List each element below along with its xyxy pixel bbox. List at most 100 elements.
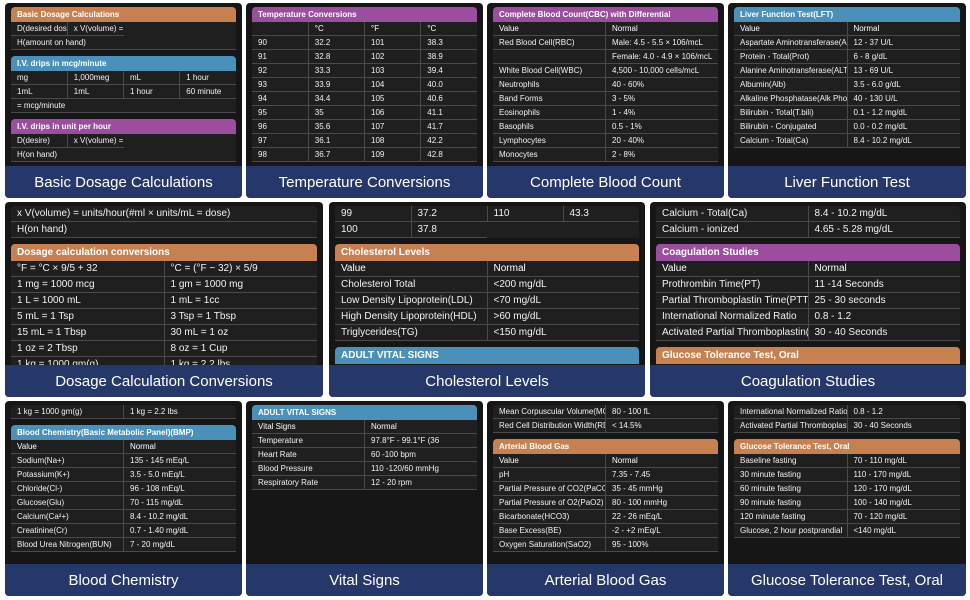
table-cell: Glucose(Glu) (11, 495, 124, 510)
table-row: 92 33.3 103 39.4 (252, 63, 477, 78)
table-cell: 38.3 (420, 35, 477, 50)
table-cell: 1 kg = 1000 gm(g) (11, 356, 165, 365)
table-row: Base Excess(BE) -2 - +2 mEq/L (493, 523, 718, 538)
table-cell: 70 - 120 mg/dL (847, 509, 960, 524)
panel-title: Coagulation Studies (656, 244, 960, 261)
table-row: Value Normal (656, 261, 960, 277)
table-cell: Value (335, 261, 488, 277)
table-cell: Normal (847, 22, 960, 36)
table-cell: 33.3 (308, 63, 366, 78)
table-row: H(on hand) (11, 147, 236, 162)
table-cell: 20 - 40% (605, 133, 718, 148)
table-cell: 109 (364, 147, 422, 162)
panel: Calcium - Total(Ca) 8.4 - 10.2 mg/dL Calci… (656, 206, 960, 238)
tile-content: Temperature Conversions °C °F °C 90 32.2 101 38… (246, 3, 483, 166)
table-cell: 80 - 100 fL (605, 405, 718, 419)
table-cell: <70 mg/dL (487, 292, 639, 309)
table-cell: Creatinine(Cr) (11, 523, 124, 538)
table-row: 1 mg = 1000 mcg 1 gm = 1000 mg (11, 276, 317, 293)
table-cell: 1 kg = 2.2 lbs (164, 356, 317, 365)
table-row: Cholesterol Total <200 mg/dL (335, 276, 639, 293)
table-cell: 8.4 - 10.2 mg/dL (847, 133, 960, 148)
table-cell: 92 (252, 63, 309, 78)
panel-table: Value Normal Prothrombin Time(PT) 11 -14 Se… (656, 261, 960, 341)
table-row: Value Normal (493, 22, 718, 36)
tile-content: 99 37.2 110 43.3 100 37.8 Cholesterol Levels Va… (329, 202, 645, 365)
table-cell: 22 - 26 mEq/L (605, 509, 718, 524)
table-cell: 3 - 5% (605, 91, 718, 106)
tile-caption: Cholesterol Levels (329, 365, 645, 397)
table-cell: 35 (308, 105, 366, 120)
table-row: Female: 4.0 - 4.9 × 106/mcL (493, 49, 718, 64)
table-row: Neutrophils 40 - 60% (493, 77, 718, 92)
table-row: Bilirubin - Total(T.bili) 0.1 - 1.2 mg/dL (734, 105, 960, 120)
table-row: 97 36.1 108 42.2 (252, 133, 477, 148)
table-cell: Potassium(K+) (11, 467, 124, 482)
table-cell: 135 - 145 mEq/L (123, 453, 236, 468)
panel-title: I.V. drips in unit per hour (11, 119, 236, 134)
table-cell: 40 - 60% (605, 77, 718, 92)
table-row: = mcg/minute (11, 98, 236, 113)
table-row: Calcium(Ca²+) 8.4 - 10.2 mg/dL (11, 509, 236, 524)
table-row: 99 37.2 110 43.3 (335, 206, 639, 222)
table-cell: 40.6 (420, 91, 477, 106)
table-row: International Normalized Ratio 0.8 - 1.2 (734, 405, 960, 419)
table-cell: 30 mL = 1 oz (164, 324, 317, 341)
table-cell: 30 minute fasting (734, 467, 848, 482)
table-cell: 99 (335, 206, 412, 222)
table-cell: 3.5 - 5.0 mEq/L (123, 467, 236, 482)
table-cell: 42.8 (420, 147, 477, 162)
panel: International Normalized Ratio 0.8 - 1.2 A… (734, 405, 960, 433)
tile-content: International Normalized Ratio 0.8 - 1.2 A… (728, 401, 966, 564)
panel-title: ADULT VITAL SIGNS (335, 347, 639, 364)
table-cell: 60 -100 bpm (364, 447, 477, 462)
table-cell: 70 - 115 mg/dL (123, 495, 236, 510)
table-cell: Partial Pressure of O2(PaO2) (493, 495, 606, 510)
table-cell: <140 mg/dL (847, 523, 960, 538)
tile: Calcium - Total(Ca) 8.4 - 10.2 mg/dL Calci… (650, 202, 966, 397)
table-cell: 70 - 110 mg/dL (847, 454, 960, 468)
panel-table: Baseline fasting 70 - 110 mg/dL 30 minute … (734, 454, 960, 538)
table-row: °C °F °C (252, 22, 477, 36)
table-cell: Vital Signs (252, 420, 365, 434)
table-row: Partial Thromboplastin Time(PTT) 25 - 30 … (656, 292, 960, 309)
table-cell: x V(volume) = units/hour(#ml × units/mL … (67, 134, 124, 148)
table-row: Activated Partial Thromboplastin(aPTT)30… (734, 418, 960, 433)
table-cell: Band Forms (493, 91, 606, 106)
table-cell: 91 (252, 49, 309, 64)
table-row: Prothrombin Time(PT) 11 -14 Seconds (656, 276, 960, 293)
table-cell: 3 Tsp = 1 Tbsp (164, 308, 317, 325)
table-cell: D(desired dose) (11, 22, 68, 36)
table-cell: 0.0 - 0.2 mg/dL (847, 119, 960, 134)
table-cell: 106 (364, 105, 422, 120)
table-cell: Red Cell Distribution Width(RDW) (493, 418, 606, 433)
panel: x V(volume) = units/hour(#ml × units/mL … (11, 206, 317, 238)
table-cell: 32.8 (308, 49, 366, 64)
table-row: Alanine Aminotransferase(ALT) 13 - 69 U/L (734, 63, 960, 78)
table-cell: 12 - 20 rpm (364, 475, 477, 490)
table-row: 15 mL = 1 Tbsp 30 mL = 1 oz (11, 324, 317, 341)
table-row: Calcium - Total(Ca) 8.4 - 10.2 mg/dL (734, 133, 960, 148)
table-row: 1 L = 1000 mL 1 mL = 1cc (11, 292, 317, 309)
table-row: x V(volume) = units/hour(#ml × units/mL … (11, 206, 317, 222)
panel: Glucose Tolerance Test, Oral (656, 347, 960, 364)
table-row: Bilirubin - Conjugated 0.0 - 0.2 mg/dL (734, 119, 960, 134)
table-cell: 0.1 - 1.2 mg/dL (847, 105, 960, 120)
panel-table: International Normalized Ratio 0.8 - 1.2 A… (734, 405, 960, 433)
table-cell: °C = (°F − 32) × 5/9 (164, 261, 317, 277)
table-cell: 1 L = 1000 mL (11, 292, 165, 309)
table-row: Protein - Total(Prot) 6 - 8 g/dL (734, 49, 960, 64)
table-cell: 97 (252, 133, 309, 148)
table-cell: 1 kg = 1000 gm(g) (11, 405, 124, 419)
table-cell: 93 (252, 77, 309, 92)
table-row: Bicarbonate(HCO3) 22 - 26 mEq/L (493, 509, 718, 524)
table-cell: Protein - Total(Prot) (734, 49, 848, 64)
table-row: 1 kg = 1000 gm(g) 1 kg = 2.2 lbs (11, 405, 236, 419)
table-cell: Value (493, 22, 606, 36)
table-cell (493, 49, 606, 64)
table-cell: 0.8 - 1.2 (847, 405, 960, 419)
table-cell: Normal (605, 454, 718, 468)
table-cell: Partial Pressure of CO2(PaCO2) (493, 481, 606, 496)
table-cell: °F (364, 22, 422, 36)
